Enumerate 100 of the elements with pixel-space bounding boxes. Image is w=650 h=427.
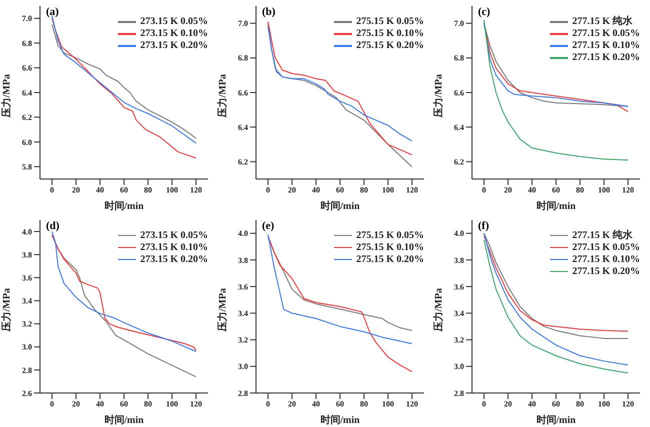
- legend-label: 275.15 K 0.05%: [356, 230, 424, 242]
- y-tick-label: 7.0: [238, 19, 248, 28]
- x-tick-label: 60: [552, 399, 560, 408]
- y-tick-label: 3.4: [454, 308, 464, 318]
- legend-label: 277.15 K 0.20%: [572, 266, 640, 278]
- x-tick-label: 20: [288, 186, 296, 195]
- y-tick-label: 3.0: [22, 342, 32, 352]
- legend-label: 275.15 K 0.20%: [356, 40, 424, 52]
- y-axis-title: 压力/MPa: [0, 74, 13, 118]
- y-tick-label: 6.2: [22, 113, 32, 122]
- y-tick-label: 4.0: [22, 226, 32, 236]
- y-tick-label: 3.6: [454, 282, 464, 291]
- legend-label: 275.15 K 0.10%: [356, 242, 424, 254]
- x-tick-label: 80: [576, 399, 584, 408]
- y-tick-label: 3.2: [238, 335, 248, 344]
- y-tick-label: 3.2: [454, 335, 464, 344]
- x-tick-label: 100: [166, 399, 178, 408]
- x-tick-label: 0: [266, 186, 270, 195]
- x-tick-label: 100: [382, 399, 394, 408]
- y-tick-label: 3.0: [454, 362, 464, 371]
- x-axis-title: 时间/min: [320, 200, 360, 212]
- y-tick-label: 2.8: [22, 365, 32, 374]
- y-tick-label: 6.6: [454, 88, 464, 98]
- y-tick-label: 6.2: [454, 158, 464, 167]
- x-tick-label: 100: [598, 399, 610, 408]
- y-tick-label: 6.8: [454, 54, 464, 63]
- x-tick-label: 60: [552, 186, 560, 195]
- x-axis-title: 时间/min: [104, 414, 144, 426]
- x-tick-label: 120: [622, 399, 634, 408]
- y-tick-label: 7.0: [22, 14, 32, 24]
- x-tick-label: 0: [482, 186, 486, 195]
- x-tick-label: 20: [288, 399, 296, 408]
- y-tick-label: 4.0: [454, 228, 464, 238]
- x-tick-label: 20: [504, 186, 512, 195]
- x-tick-label: 120: [406, 399, 418, 408]
- y-tick-label: 3.6: [22, 273, 32, 282]
- y-tick-label: 6.8: [22, 38, 32, 48]
- y-tick-label: 3.2: [22, 319, 32, 328]
- y-axis-title: 压力/MPa: [216, 288, 229, 332]
- y-tick-label: 6.0: [22, 138, 32, 147]
- legend-label: 273.15 K 0.20%: [140, 254, 208, 266]
- x-tick-label: 20: [72, 399, 80, 408]
- legend-label: 277.15 K 0.05%: [572, 28, 640, 40]
- x-tick-label: 80: [144, 399, 152, 408]
- y-tick-label: 6.4: [238, 122, 248, 132]
- x-tick-label: 80: [576, 186, 584, 195]
- x-tick-label: 60: [120, 186, 128, 195]
- legend-label: 277.15 K 纯水: [572, 230, 632, 242]
- legend-label: 273.15 K 0.10%: [140, 28, 208, 40]
- y-tick-label: 3.8: [454, 255, 464, 264]
- y-tick-label: 3.8: [238, 255, 248, 264]
- x-tick-label: 0: [50, 399, 54, 408]
- x-tick-label: 0: [50, 186, 54, 195]
- x-tick-label: 100: [382, 186, 394, 195]
- y-tick-label: 3.8: [22, 250, 32, 259]
- x-tick-label: 100: [598, 186, 610, 195]
- chart-title: (d): [46, 220, 60, 232]
- y-tick-label: 6.6: [238, 88, 248, 98]
- chart-title: (a): [46, 6, 59, 18]
- x-tick-label: 60: [120, 399, 128, 408]
- y-tick-label: 6.6: [22, 64, 32, 73]
- y-tick-label: 6.4: [22, 88, 32, 98]
- legend-label: 277.15 K 0.10%: [572, 254, 640, 266]
- x-tick-label: 80: [360, 186, 368, 195]
- x-tick-label: 40: [528, 399, 536, 408]
- x-axis-title: 时间/min: [104, 200, 144, 212]
- legend-label: 273.15 K 0.10%: [140, 242, 208, 254]
- chart-title: (e): [262, 220, 274, 232]
- x-tick-label: 80: [144, 186, 152, 195]
- y-tick-label: 3.0: [238, 362, 248, 371]
- y-axis-title: 压力/MPa: [432, 74, 445, 118]
- y-tick-label: 2.8: [238, 388, 248, 398]
- legend-label: 277.15 K 0.20%: [572, 52, 640, 64]
- x-tick-label: 120: [406, 186, 418, 195]
- x-tick-label: 40: [96, 186, 104, 195]
- x-tick-label: 60: [336, 186, 344, 195]
- x-axis-title: 时间/min: [320, 414, 360, 426]
- x-tick-label: 0: [482, 399, 486, 408]
- y-tick-label: 3.4: [22, 296, 32, 306]
- x-tick-label: 120: [622, 186, 634, 195]
- x-tick-label: 40: [312, 186, 320, 195]
- chart-title: (b): [262, 6, 276, 18]
- x-tick-label: 20: [504, 399, 512, 408]
- legend-label: 275.15 K 0.20%: [356, 254, 424, 266]
- x-tick-label: 120: [190, 399, 202, 408]
- legend-label: 273.15 K 0.20%: [140, 40, 208, 52]
- y-tick-label: 6.4: [454, 122, 464, 132]
- x-tick-label: 100: [166, 186, 178, 195]
- y-axis-title: 压力/MPa: [216, 74, 229, 118]
- x-tick-label: 80: [360, 399, 368, 408]
- y-tick-label: 7.0: [454, 19, 464, 28]
- y-tick-label: 3.4: [238, 308, 248, 318]
- y-tick-label: 6.8: [238, 54, 248, 63]
- x-tick-label: 40: [312, 399, 320, 408]
- x-axis-title: 时间/min: [536, 414, 576, 426]
- legend-label: 273.15 K 0.05%: [140, 230, 208, 242]
- y-tick-label: 2.6: [22, 388, 32, 398]
- x-axis-title: 时间/min: [536, 200, 576, 212]
- y-tick-label: 4.0: [238, 228, 248, 238]
- y-tick-label: 6.2: [238, 158, 248, 167]
